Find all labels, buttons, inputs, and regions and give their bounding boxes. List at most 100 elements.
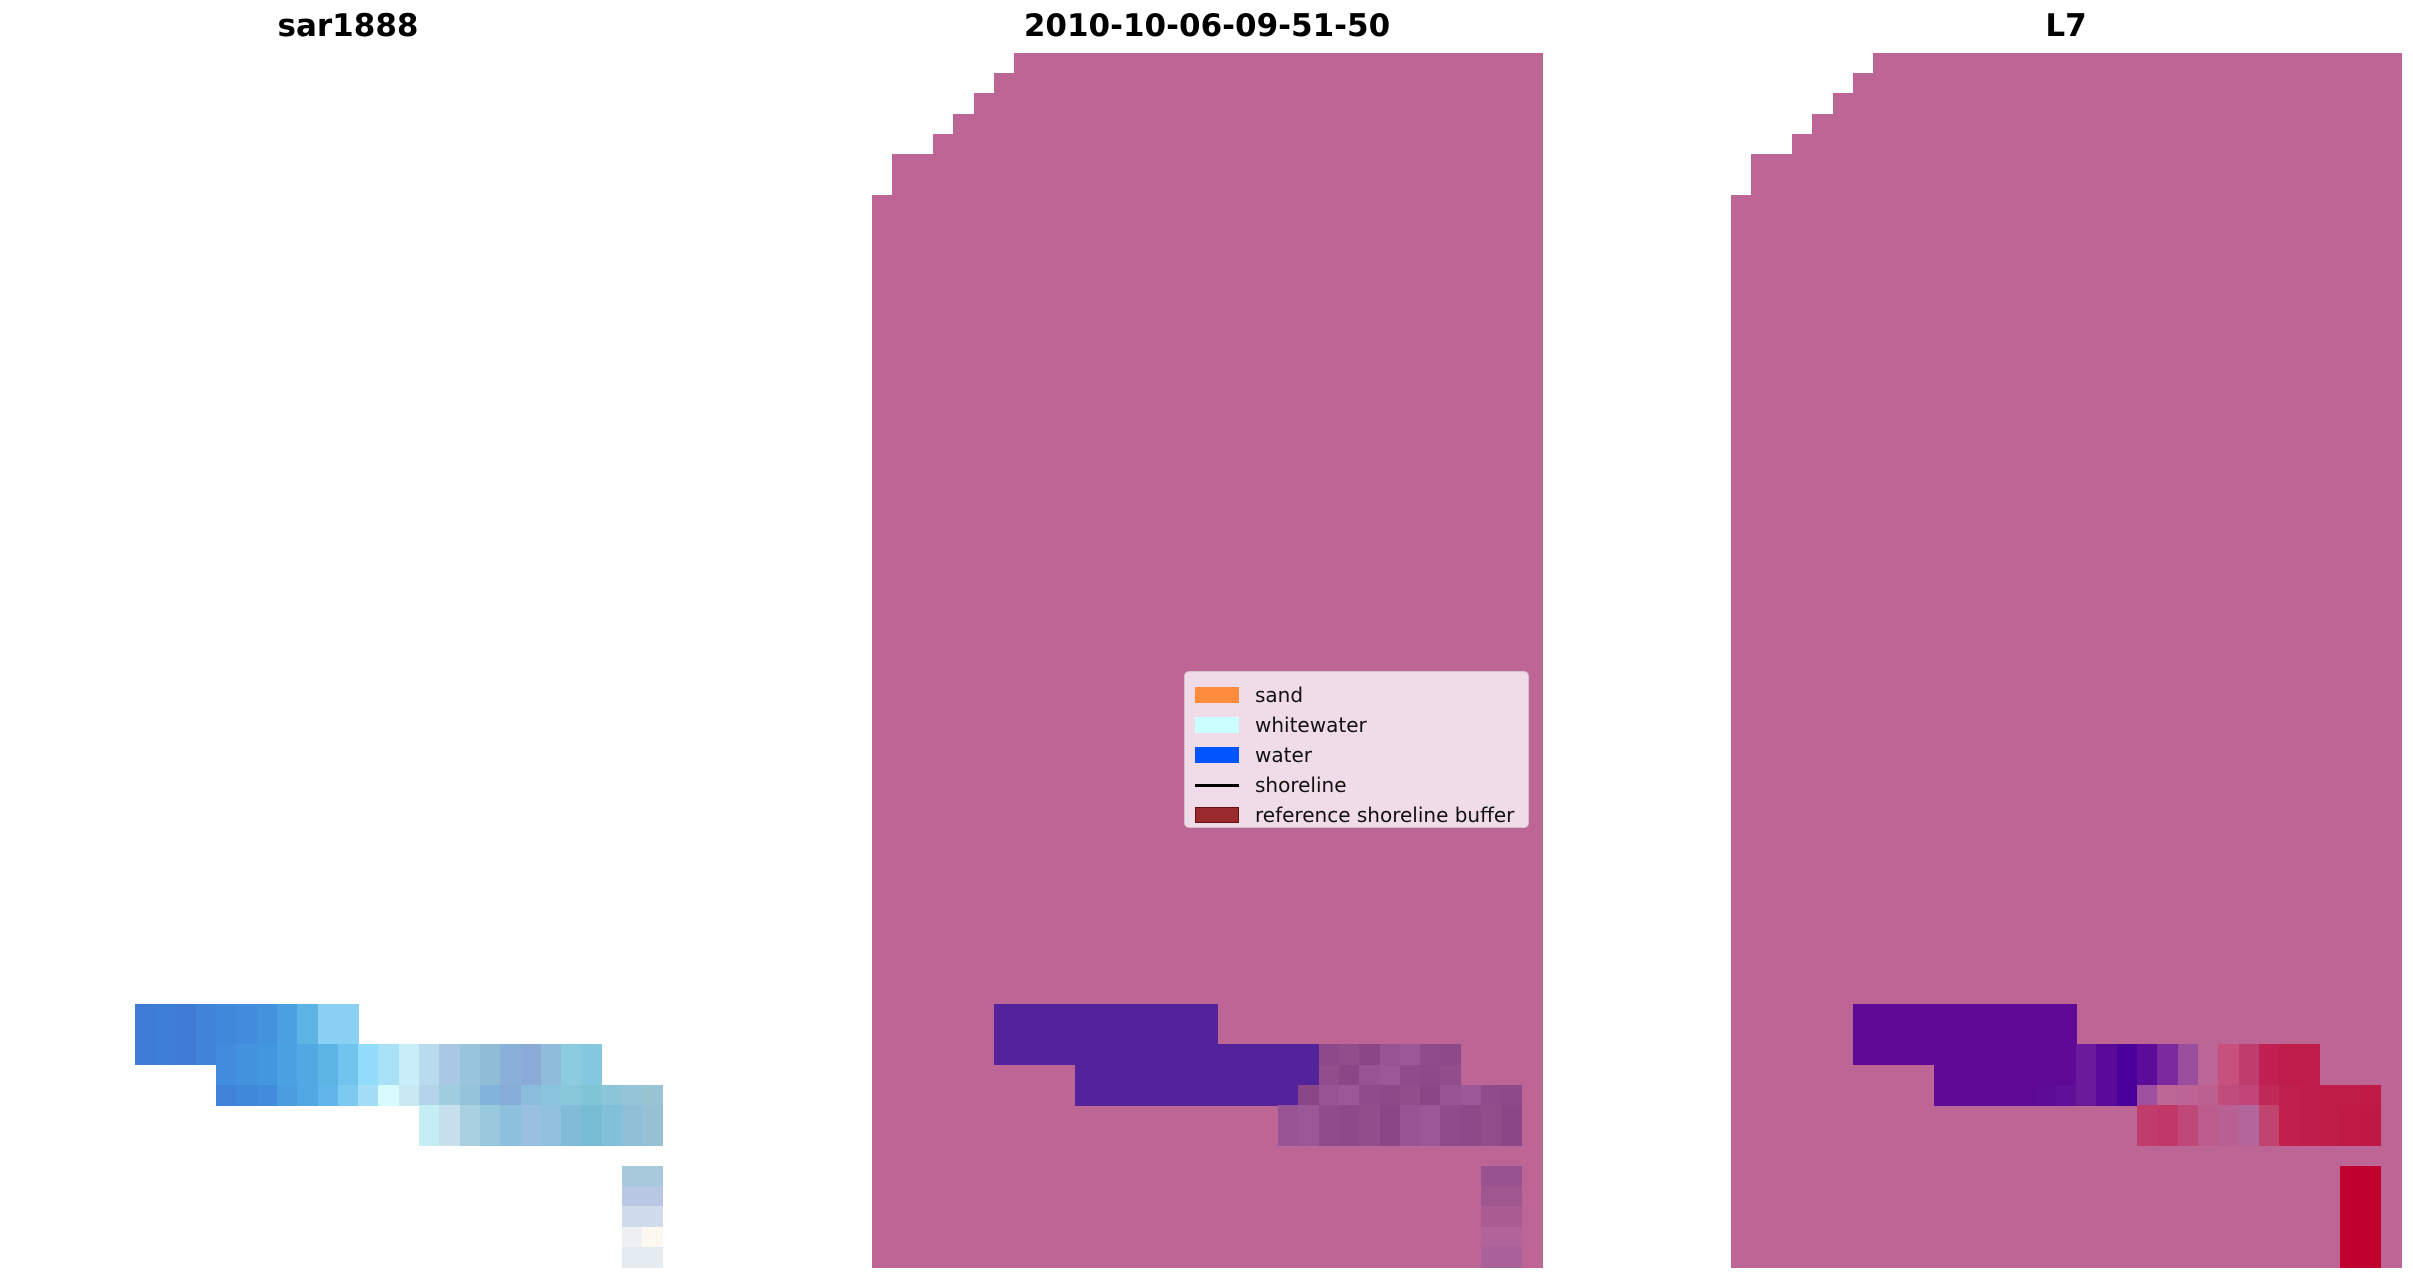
mixed-pixel [1399, 1044, 1421, 1066]
image-pixel [500, 1064, 522, 1086]
probability-pixel [2279, 1064, 2301, 1086]
image-pixel [540, 1105, 562, 1126]
mixed-pixel [1420, 1044, 1442, 1066]
image-pixel [459, 1125, 481, 1147]
image-pixel [358, 1064, 380, 1086]
image-pixel [256, 1064, 278, 1086]
legend-label: reference shoreline buffer [1255, 803, 1515, 827]
image-pixel [642, 1105, 664, 1126]
image-pixel-row [993, 73, 1543, 95]
image-pixel [256, 1084, 278, 1106]
image-pixel [155, 1024, 176, 1046]
image-pixel-row [1832, 93, 2402, 115]
image-pixel [175, 1003, 197, 1025]
legend-label: shoreline [1255, 773, 1347, 797]
mixed-pixel [1359, 1064, 1381, 1086]
mixed-pixel [1318, 1105, 1340, 1126]
mixed-pixel [1440, 1064, 1462, 1086]
mixed-pixel [1379, 1084, 1401, 1106]
probability-pixel [2096, 1084, 2118, 1106]
probability-pixel [2340, 1084, 2361, 1106]
image-pixel [500, 1044, 522, 1066]
legend-swatch [1195, 687, 1239, 703]
image-pixel [216, 1003, 237, 1025]
mixed-pixel [1399, 1064, 1421, 1086]
mixed-pixel [1501, 1084, 1523, 1106]
mixed-pixel [1481, 1105, 1502, 1126]
probability-pixel [2258, 1084, 2280, 1106]
probability-pixel [2238, 1084, 2260, 1106]
image-pixel [419, 1044, 440, 1066]
image-pixel [622, 1246, 643, 1268]
mixed-pixel [1501, 1206, 1523, 1228]
image-pixel [276, 1024, 298, 1046]
image-pixel [520, 1064, 542, 1086]
image-pixel [459, 1105, 481, 1126]
probability-pixel [2035, 1084, 2057, 1106]
image-pixel-row [1852, 73, 2402, 95]
image-pixel [479, 1064, 501, 1086]
probability-pixel [2076, 1044, 2098, 1066]
image-pixel [419, 1125, 440, 1147]
image-pixel [195, 1003, 217, 1025]
image-pixel [622, 1226, 643, 1248]
image-pixel [540, 1064, 562, 1086]
image-pixel-row [1014, 53, 1543, 74]
image-pixel [337, 1064, 359, 1086]
probability-pixel [2197, 1044, 2219, 1066]
mixed-pixel [1420, 1125, 1442, 1147]
probability-pixel [2340, 1165, 2382, 1268]
image-pixel [439, 1105, 461, 1126]
image-pixel [398, 1084, 420, 1106]
legend-line [1195, 783, 1239, 787]
mixed-pixel [1501, 1186, 1523, 1207]
mixed-pixel [1481, 1125, 1502, 1147]
image-pixel [276, 1064, 298, 1086]
mixed-pixel [1420, 1084, 1442, 1106]
legend-item-shoreline: shoreline [1195, 770, 1528, 800]
probability-pixel [2096, 1044, 2118, 1066]
image-pixel [195, 1024, 217, 1046]
image-pixel [540, 1125, 562, 1147]
mixed-pixel [1501, 1226, 1523, 1248]
legend-label: water [1255, 743, 1312, 767]
probability-pixel [2218, 1105, 2240, 1126]
image-pixel [195, 1044, 217, 1066]
mixed-pixel [1420, 1064, 1442, 1086]
image-pixel [378, 1064, 400, 1086]
image-pixel [236, 1064, 258, 1086]
image-pixel [337, 1044, 359, 1066]
image-pixel [419, 1105, 440, 1126]
mixed-pixel [1318, 1044, 1340, 1066]
image-pixel [358, 1084, 380, 1106]
image-pixel [317, 1003, 339, 1025]
image-pixel [540, 1084, 562, 1106]
probability-pixel [2319, 1125, 2341, 1147]
probability-pixel [2177, 1105, 2199, 1126]
probability-pixel [2197, 1084, 2219, 1106]
image-pixel [520, 1084, 542, 1106]
image-pixel [398, 1064, 420, 1086]
probability-pixel [2360, 1084, 2382, 1106]
image-pixel [642, 1186, 664, 1207]
probability-pixel [2218, 1125, 2240, 1147]
image-pixel-row [973, 93, 1543, 115]
image-pixel [358, 1044, 380, 1066]
probability-pixel [2096, 1064, 2118, 1086]
image-pixel [297, 1084, 319, 1106]
image-pixel [175, 1024, 197, 1046]
image-pixel [520, 1044, 542, 1066]
image-pixel [642, 1165, 664, 1187]
image-pixel-row [1873, 53, 2402, 74]
image-pixel [378, 1044, 400, 1066]
probability-pixel [2197, 1105, 2219, 1126]
mixed-pixel [1298, 1125, 1320, 1147]
image-pixel [642, 1125, 664, 1147]
probability-pixel [2299, 1064, 2321, 1086]
image-pixel [297, 1024, 319, 1046]
image-pixel [479, 1044, 501, 1066]
image-pixel [520, 1105, 542, 1126]
probability-pixel [2340, 1105, 2361, 1126]
image-pixel [540, 1044, 562, 1066]
probability-pixel [2238, 1064, 2260, 1086]
